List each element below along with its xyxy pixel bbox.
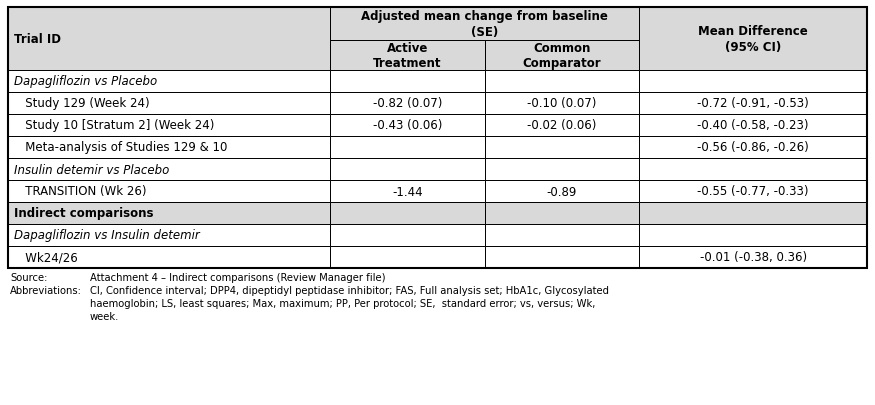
Bar [330, 136, 485, 159]
Bar [485, 159, 640, 181]
Bar [640, 246, 867, 269]
Bar [485, 246, 640, 269]
Text: Abbreviations:: Abbreviations: [10, 285, 82, 295]
Bar [330, 246, 485, 269]
Text: Source:: Source: [10, 272, 47, 282]
Bar [640, 71, 867, 93]
Text: Common
Comparator: Common Comparator [522, 42, 601, 70]
Bar [485, 136, 640, 159]
Text: -1.44: -1.44 [392, 185, 423, 198]
Bar [8, 8, 330, 71]
Bar [8, 246, 330, 269]
Bar [640, 8, 867, 41]
Bar [640, 181, 867, 202]
Bar [8, 8, 330, 41]
Text: -0.56 (-0.86, -0.26): -0.56 (-0.86, -0.26) [697, 141, 809, 154]
Text: Wk24/26: Wk24/26 [14, 251, 78, 264]
Bar [8, 71, 330, 93]
Text: Indirect comparisons: Indirect comparisons [14, 207, 153, 220]
Bar [640, 115, 867, 136]
Bar [330, 224, 485, 246]
Text: haemoglobin; LS, least squares; Max, maximum; PP, Per protocol; SE,  standard er: haemoglobin; LS, least squares; Max, max… [90, 298, 595, 308]
Bar [8, 224, 330, 246]
Text: Study 129 (Week 24): Study 129 (Week 24) [14, 97, 150, 110]
Bar [485, 224, 640, 246]
Text: Meta-analysis of Studies 129 & 10: Meta-analysis of Studies 129 & 10 [14, 141, 228, 154]
Text: Attachment 4 – Indirect comparisons (Review Manager file): Attachment 4 – Indirect comparisons (Rev… [90, 272, 386, 282]
Bar [640, 8, 867, 71]
Bar [485, 202, 640, 224]
Text: -0.01 (-0.38, 0.36): -0.01 (-0.38, 0.36) [700, 251, 807, 264]
Bar [8, 159, 330, 181]
Text: -0.40 (-0.58, -0.23): -0.40 (-0.58, -0.23) [697, 119, 808, 132]
Text: Dapagliflozin vs Placebo: Dapagliflozin vs Placebo [14, 75, 157, 88]
Text: Study 10 [Stratum 2] (Week 24): Study 10 [Stratum 2] (Week 24) [14, 119, 214, 132]
Text: Adjusted mean change from baseline
(SE): Adjusted mean change from baseline (SE) [361, 10, 608, 38]
Text: -0.10 (0.07): -0.10 (0.07) [528, 97, 597, 110]
Text: Active
Treatment: Active Treatment [373, 42, 442, 70]
Text: Dapagliflozin vs Insulin detemir: Dapagliflozin vs Insulin detemir [14, 229, 200, 242]
Text: Mean Difference
(95% CI): Mean Difference (95% CI) [698, 25, 808, 53]
Text: Insulin detemir vs Placebo: Insulin detemir vs Placebo [14, 163, 170, 176]
Bar [330, 202, 485, 224]
Bar [330, 115, 485, 136]
Bar [640, 224, 867, 246]
Text: week.: week. [90, 311, 119, 321]
Bar [640, 159, 867, 181]
Bar [485, 93, 640, 115]
Text: -0.55 (-0.77, -0.33): -0.55 (-0.77, -0.33) [697, 185, 808, 198]
Bar [8, 202, 330, 224]
Text: TRANSITION (Wk 26): TRANSITION (Wk 26) [14, 185, 146, 198]
Bar [330, 41, 485, 71]
Text: -0.72 (-0.91, -0.53): -0.72 (-0.91, -0.53) [697, 97, 809, 110]
Bar [640, 202, 867, 224]
Bar [330, 8, 640, 41]
Bar [485, 41, 640, 71]
Bar [8, 93, 330, 115]
Bar [485, 71, 640, 93]
Text: -0.02 (0.06): -0.02 (0.06) [528, 119, 597, 132]
Text: -0.82 (0.07): -0.82 (0.07) [373, 97, 442, 110]
Bar [8, 136, 330, 159]
Bar [8, 115, 330, 136]
Bar [330, 71, 485, 93]
Bar [485, 181, 640, 202]
Bar [640, 93, 867, 115]
Bar [8, 181, 330, 202]
Bar [8, 8, 867, 269]
Bar [485, 115, 640, 136]
Text: CI, Confidence interval; DPP4, dipeptidyl peptidase inhibitor; FAS, Full analysi: CI, Confidence interval; DPP4, dipeptidy… [90, 285, 609, 295]
Text: -0.89: -0.89 [547, 185, 578, 198]
Text: Trial ID: Trial ID [14, 33, 61, 46]
Bar [640, 136, 867, 159]
Bar [330, 181, 485, 202]
Text: -0.43 (0.06): -0.43 (0.06) [373, 119, 442, 132]
Bar [330, 93, 485, 115]
Bar [330, 159, 485, 181]
